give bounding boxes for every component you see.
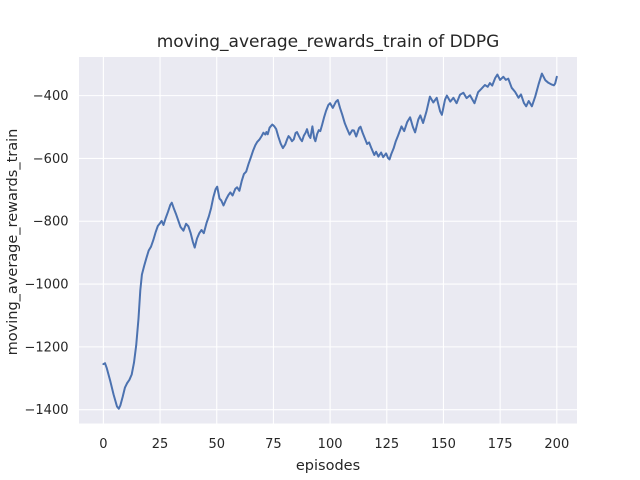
- y-tick-label: −1200: [25, 340, 69, 355]
- series-line: [102, 72, 558, 410]
- plot-layer: 0 25 50 75 100 125 150 175 200 −400 −600 −800 −1000 −…: [25, 57, 577, 452]
- x-tick-label: 25: [152, 437, 169, 452]
- plot-area: [79, 57, 577, 424]
- y-axis-label: moving_average_rewards_train: [5, 129, 21, 356]
- x-tick-label: 100: [318, 437, 343, 452]
- x-axis-label: episodes: [296, 458, 360, 474]
- x-tick-label: 50: [208, 437, 225, 452]
- chart-title: moving_average_rewards_train of DDPG: [157, 32, 500, 52]
- y-tick-label: −1400: [25, 403, 69, 418]
- x-tick-label: 200: [544, 437, 569, 452]
- y-tick-label: −800: [33, 215, 69, 230]
- y-tick-label: −600: [33, 152, 69, 167]
- x-tick-label: 175: [488, 437, 513, 452]
- x-tick-label: 75: [265, 437, 282, 452]
- y-tick-label: −400: [33, 89, 69, 104]
- x-tick-label: 0: [99, 437, 107, 452]
- x-tick-label: 150: [431, 437, 456, 452]
- x-tick-label: 125: [374, 437, 399, 452]
- y-tick-label: −1000: [25, 278, 69, 293]
